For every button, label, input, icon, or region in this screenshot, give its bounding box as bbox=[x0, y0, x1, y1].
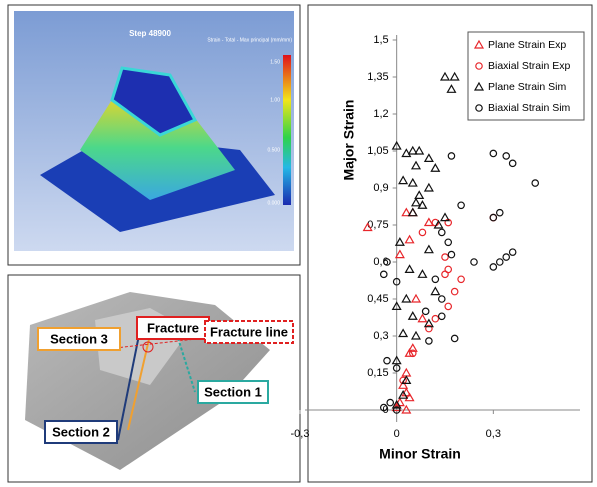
colorbar-label: 0.000 bbox=[267, 200, 280, 206]
colorbar-label: 1.00 bbox=[270, 97, 280, 103]
y-tick-label: 1,5 bbox=[373, 34, 388, 46]
fracture-line-label: Fracture line bbox=[210, 324, 288, 339]
colorbar-label: 1.50 bbox=[270, 59, 280, 65]
legend-label: Plane Strain Sim bbox=[488, 81, 566, 93]
section-label: Section 2 bbox=[52, 424, 110, 439]
x-tick-label: -0,3 bbox=[291, 428, 310, 440]
legend-label: Biaxial Strain Exp bbox=[488, 60, 570, 72]
y-tick-label: 1,2 bbox=[373, 108, 388, 120]
colorbar-label: 0.500 bbox=[267, 147, 280, 153]
photo-panel: Section 3 Fracture Fracture line Section… bbox=[8, 275, 300, 482]
x-tick-label: 0 bbox=[394, 428, 400, 440]
figure: Step 48900 Strain - Total - Max principa… bbox=[0, 0, 597, 487]
y-tick-label: 1,35 bbox=[367, 71, 388, 83]
colorbar bbox=[283, 55, 291, 205]
y-axis-label: Major Strain bbox=[341, 100, 357, 181]
y-tick-label: 0,9 bbox=[373, 182, 388, 194]
legend-label: Plane Strain Exp bbox=[488, 39, 566, 51]
section-label: Section 1 bbox=[204, 384, 262, 399]
chart-panel: Major Strain Minor Strain 0 0,15 0,3 0,45 0,… bbox=[291, 5, 592, 482]
simulation-panel: Step 48900 Strain - Total - Max principa… bbox=[8, 5, 300, 265]
y-tick-label: 0,3 bbox=[373, 330, 388, 342]
y-tick-label: 0,15 bbox=[367, 367, 388, 379]
legend-label: Biaxial Strain Sim bbox=[488, 102, 571, 114]
y-tick-label: 0,6 bbox=[373, 256, 388, 268]
y-tick-label: 0,45 bbox=[367, 293, 388, 305]
section-label: Section 3 bbox=[50, 331, 108, 346]
x-tick-label: 0,3 bbox=[486, 428, 501, 440]
x-axis-label: Minor Strain bbox=[379, 446, 461, 462]
colorbar-title: Strain - Total - Max principal (mm/mm) bbox=[207, 37, 292, 43]
y-tick-label: 1,05 bbox=[367, 145, 388, 157]
render-title: Step 48900 bbox=[129, 29, 171, 38]
fracture-label: Fracture bbox=[147, 320, 199, 335]
